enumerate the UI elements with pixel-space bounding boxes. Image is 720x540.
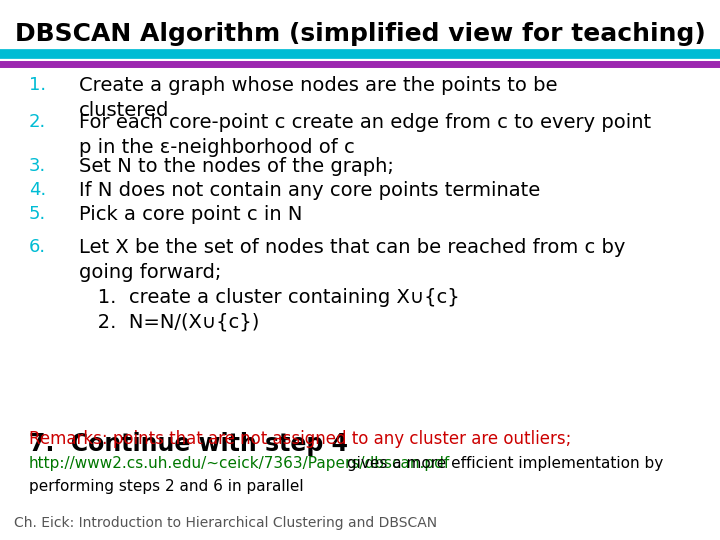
Text: gives a more efficient implementation by: gives a more efficient implementation by [342,456,663,471]
Text: 4.: 4. [29,181,46,199]
Text: Let X be the set of nodes that can be reached from c by
going forward;
   1.  cr: Let X be the set of nodes that can be re… [79,238,626,332]
Text: 5.: 5. [29,205,46,223]
Text: DBSCAN Algorithm (simplified view for teaching): DBSCAN Algorithm (simplified view for te… [14,22,706,45]
Text: Pick a core point c in N: Pick a core point c in N [79,205,302,224]
Text: http://www2.cs.uh.edu/~ceick/7363/Papers/dbscan.pdf: http://www2.cs.uh.edu/~ceick/7363/Papers… [29,456,450,471]
Text: 2.: 2. [29,113,46,131]
Text: 3.: 3. [29,157,46,174]
Text: Set N to the nodes of the graph;: Set N to the nodes of the graph; [79,157,394,176]
Text: 7.  Continue with step 4: 7. Continue with step 4 [29,432,348,456]
Text: 1.: 1. [29,76,46,93]
Text: Remarks: points that are not assigned to any cluster are outliers;: Remarks: points that are not assigned to… [29,430,571,448]
Text: If N does not contain any core points terminate: If N does not contain any core points te… [79,181,541,200]
Text: performing steps 2 and 6 in parallel: performing steps 2 and 6 in parallel [29,479,303,494]
Text: For each core-point c create an edge from c to every point
p in the ε-neighborho: For each core-point c create an edge fro… [79,113,652,157]
Text: Ch. Eick: Introduction to Hierarchical Clustering and DBSCAN: Ch. Eick: Introduction to Hierarchical C… [14,516,438,530]
Text: Create a graph whose nodes are the points to be
clustered: Create a graph whose nodes are the point… [79,76,558,119]
Text: 6.: 6. [29,238,46,255]
